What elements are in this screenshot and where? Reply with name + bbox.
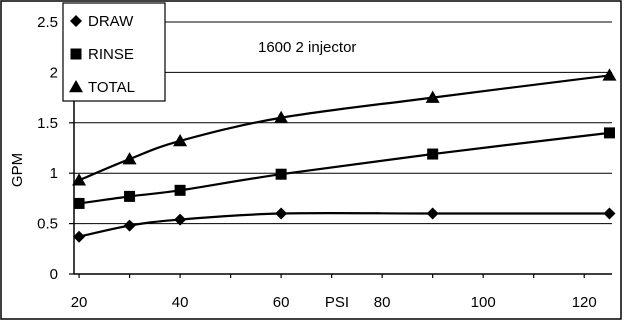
x-tick-label: 40 xyxy=(172,294,189,311)
x-tick-label: 100 xyxy=(471,294,496,311)
data-point-draw xyxy=(426,207,439,220)
y-tick-label: 0 xyxy=(50,266,58,283)
legend-marker-draw xyxy=(70,15,82,27)
data-point-draw xyxy=(174,213,187,226)
series-draw xyxy=(73,207,616,243)
data-point-draw xyxy=(275,207,288,220)
chart-annotation: 1600 2 injector xyxy=(258,39,356,56)
data-point-rinse xyxy=(73,197,85,209)
series-rinse xyxy=(73,127,615,209)
data-point-rinse xyxy=(603,127,615,139)
legend-label-draw: DRAW xyxy=(88,13,134,30)
data-point-draw xyxy=(123,219,136,232)
data-point-total xyxy=(173,133,188,147)
data-point-rinse xyxy=(275,168,287,180)
y-tick-label: 1 xyxy=(50,165,58,182)
y-tick-label: 2.5 xyxy=(37,14,58,31)
series-total xyxy=(72,68,617,186)
x-tick-label: 120 xyxy=(572,294,597,311)
data-point-rinse xyxy=(124,190,136,202)
series-group xyxy=(72,68,617,243)
y-tick-label: 0.5 xyxy=(37,216,58,233)
y-axis-label: GPM xyxy=(9,153,26,187)
y-tick-label: 1.5 xyxy=(37,115,58,132)
data-point-total xyxy=(122,152,137,165)
data-point-draw xyxy=(603,207,616,220)
legend-marker-rinse xyxy=(70,48,82,60)
data-point-total xyxy=(602,68,617,81)
data-point-total xyxy=(425,90,440,103)
legend-marker-total xyxy=(69,80,83,93)
y-tick-label: 2 xyxy=(50,64,58,81)
x-tick-label: 60 xyxy=(273,294,290,311)
data-point-rinse xyxy=(174,184,186,196)
legend: DRAW RINSE TOTAL xyxy=(62,2,166,102)
data-point-total xyxy=(72,173,87,186)
x-tick-label: 20 xyxy=(71,294,88,311)
legend-label-rinse: RINSE xyxy=(88,46,134,63)
x-axis-label: PSI xyxy=(325,294,349,311)
data-point-draw xyxy=(73,230,86,243)
data-point-total xyxy=(274,110,289,124)
x-tick-label: 80 xyxy=(374,294,391,311)
legend-label-total: TOTAL xyxy=(88,79,135,96)
data-point-rinse xyxy=(427,148,439,160)
